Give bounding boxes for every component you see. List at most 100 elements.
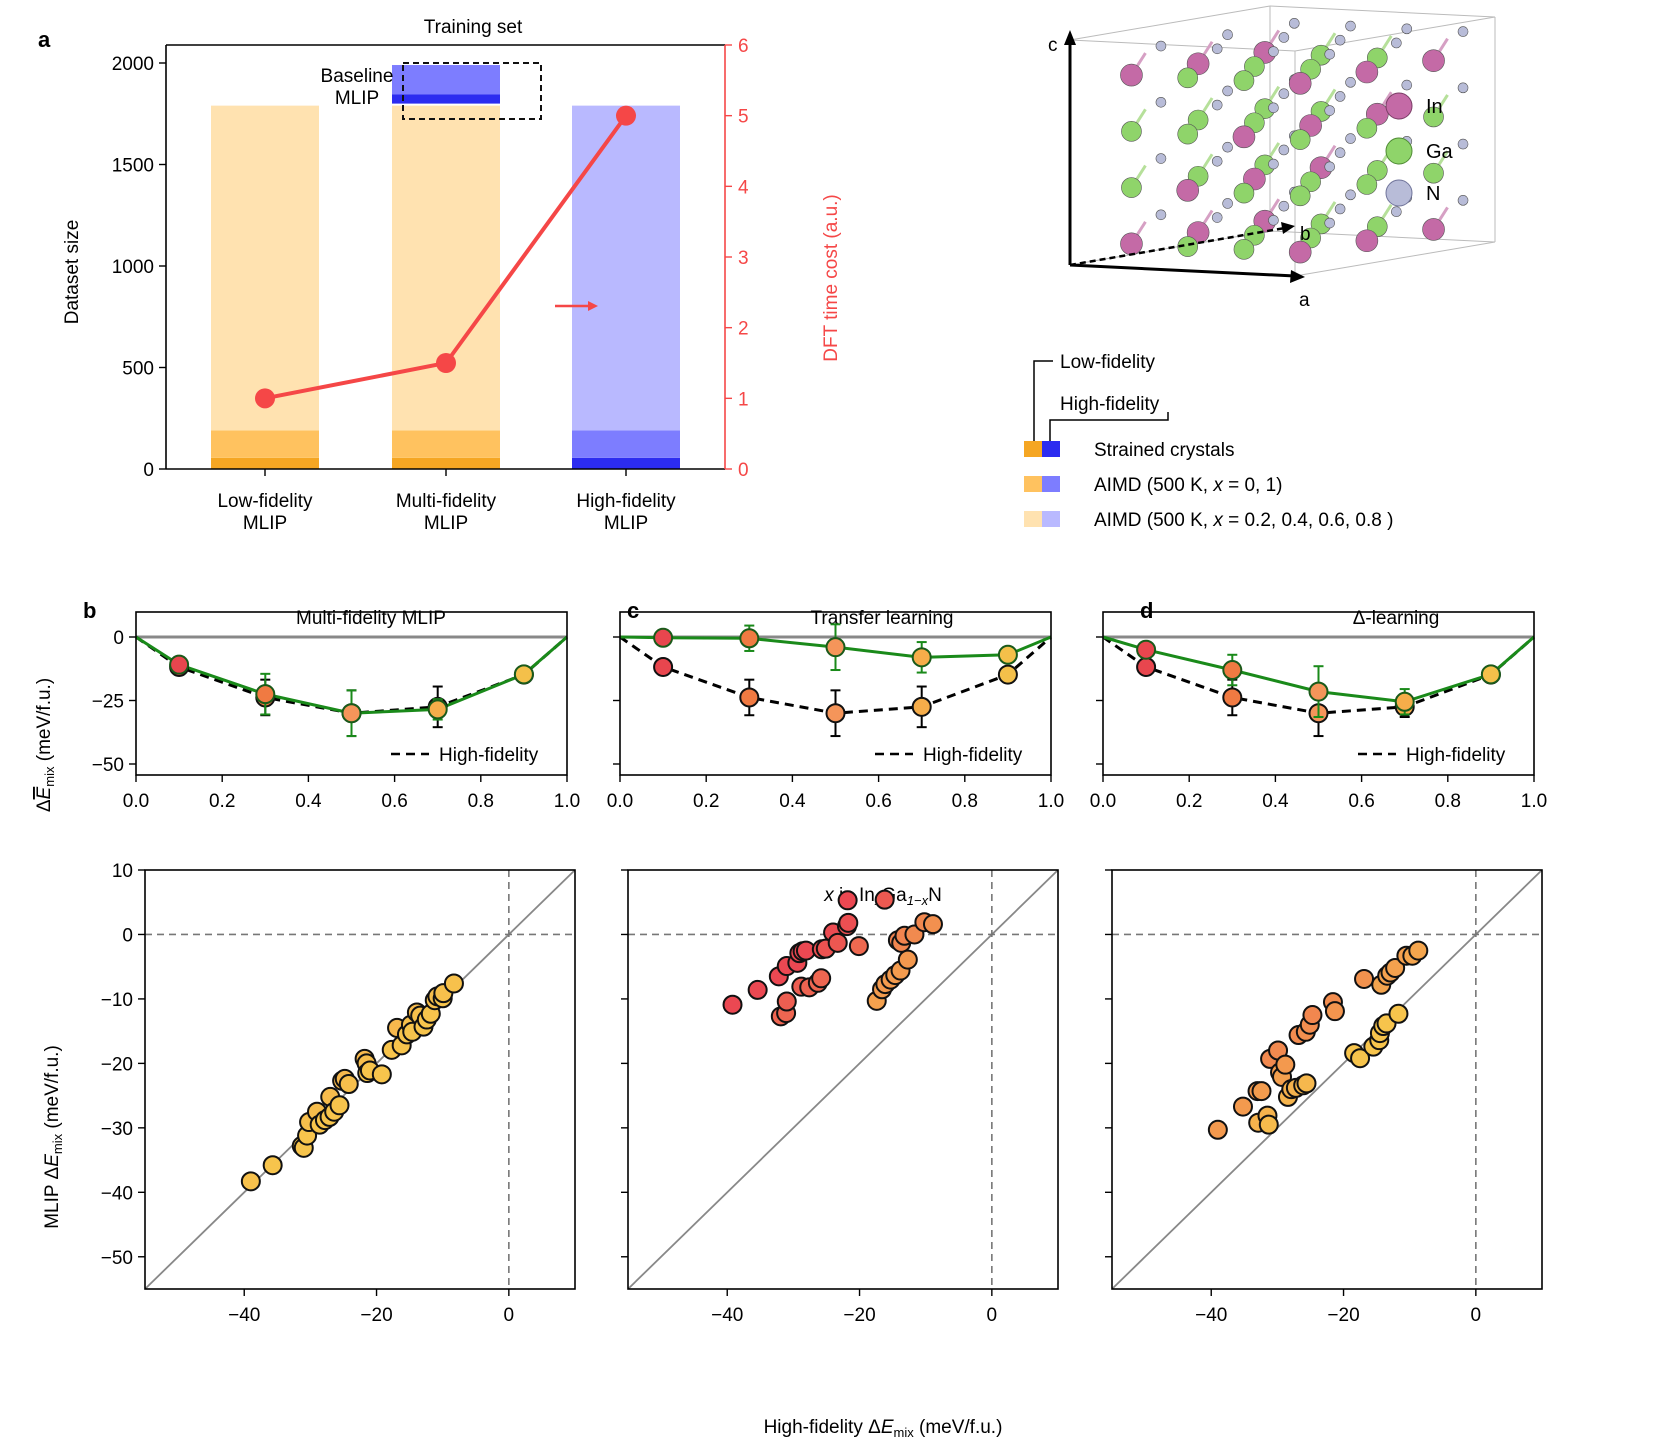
- parity-point-20: [1302, 1005, 1323, 1026]
- mlip-point-0: [1136, 639, 1157, 660]
- mix-chart-c: 0.0 0.2 0.4 0.6 0.8 1.0 High-fidelity: [607, 611, 1064, 812]
- parity-point-22: [1324, 1001, 1345, 1022]
- atom-Ga-91: [1233, 70, 1255, 91]
- legend-row-aimd-mid: AIMD (500 K, x = 0.2, 0.4, 0.6, 0.8 ): [1094, 510, 1393, 531]
- mlip-point-1: [255, 684, 276, 705]
- cell-edge-7: [1069, 5, 1271, 41]
- mlip-point-4: [997, 644, 1018, 665]
- atom-N-40: [1334, 203, 1346, 215]
- atom-Ga-87: [1177, 67, 1199, 89]
- ytick-right-label-1: 1: [738, 389, 749, 410]
- ytick-label-2000: 2000: [112, 54, 154, 75]
- category-label-1-0: Multi-fidelity: [396, 491, 497, 512]
- baseline-label-line2: MLIP: [335, 88, 379, 109]
- parity-point-25: [874, 889, 895, 910]
- atom-N-78: [1324, 105, 1336, 116]
- panel-a-ylabel-right: DFT time cost (a.u.): [821, 194, 842, 362]
- parity-xlabel: High-fidelity ΔEmix (meV/f.u.): [764, 1417, 1003, 1440]
- xtick-label-4: 0.8: [952, 791, 978, 812]
- panel-a-bars: Low-fidelityMLIPMulti-fidelityMLIPHigh-f…: [211, 65, 680, 534]
- atom-N-68: [1211, 212, 1223, 223]
- bar-segment-0-0: [211, 457, 319, 469]
- parity-diagonal: [627, 869, 1059, 1290]
- parity-point-36: [443, 973, 464, 994]
- atom-N-6: [1345, 77, 1356, 88]
- atom-N-39: [1278, 32, 1290, 43]
- atom-N-77: [1324, 161, 1336, 173]
- bar-segment-2-2: [572, 105, 680, 431]
- baseline-bar-strained: [392, 94, 500, 104]
- atom-Ga-86: [1177, 123, 1199, 145]
- atom-N-42: [1334, 91, 1346, 102]
- frame: [1111, 869, 1543, 1290]
- parity-chart-d: −40 −20 0: [1105, 869, 1543, 1326]
- legend-lowfid-bracket: [1033, 360, 1053, 441]
- parity-point-0: [240, 1171, 261, 1192]
- atom-N-73: [1268, 158, 1279, 170]
- parity-point-25: [1354, 968, 1375, 989]
- legend-row-strained: Strained crystals: [1094, 440, 1234, 461]
- parity-ylabel: MLIP ΔEmix (meV/f.u.): [42, 1045, 65, 1229]
- parity-point-18: [827, 932, 848, 953]
- hf-point-0: [1136, 656, 1157, 677]
- ytick-right-label-4: 4: [738, 177, 749, 198]
- atom-Ga-30: [1423, 106, 1444, 128]
- parity-point-34: [1385, 957, 1406, 978]
- atom-N-15: [1457, 26, 1469, 37]
- mlip-point-3: [1394, 691, 1415, 712]
- ytick-label-500: 500: [122, 359, 154, 380]
- xtick-label--20: −20: [360, 1305, 392, 1326]
- bar-segment-2-1: [572, 430, 680, 458]
- baseline-bar-aimd: [392, 65, 500, 95]
- cost-point-1: [436, 353, 456, 373]
- atom-N-5: [1345, 133, 1356, 144]
- parity-chart-b: −40 −20 0 10 0 −10 −20 −30 −40 −50: [101, 861, 576, 1326]
- ytick-right-label-3: 3: [738, 248, 749, 269]
- atom-Ga-89: [1233, 182, 1255, 204]
- xtick-label-3: 0.6: [1348, 791, 1374, 812]
- parity-point-0: [1207, 1119, 1228, 1140]
- atom-N-76: [1324, 217, 1336, 229]
- atom-In-92: [1288, 240, 1312, 264]
- ytick-label-1000: 1000: [112, 257, 154, 278]
- atom-N-75: [1268, 46, 1279, 57]
- mlip-point-2: [825, 637, 846, 658]
- parity-point-1: [1232, 1096, 1253, 1117]
- legend-low-fidelity: Low-fidelity: [1060, 352, 1156, 373]
- atom-N-74: [1268, 102, 1279, 114]
- mlip-point-3: [427, 699, 448, 720]
- xtick-label-0: 0.0: [607, 791, 633, 812]
- frame: [144, 869, 576, 1290]
- parity-point-1: [747, 979, 768, 1000]
- xtick-label-1: 0.2: [1176, 791, 1202, 812]
- axis-b-arrow: [1281, 222, 1295, 234]
- legend-hf-label: High-fidelity: [1406, 745, 1506, 766]
- axis-a-arrow: [1290, 270, 1305, 283]
- atom-N-7: [1345, 20, 1356, 32]
- legend-swatch-lf-strained: [1024, 441, 1042, 457]
- xtick-label-2: 0.4: [779, 791, 806, 812]
- xtick-label-0: 0.0: [123, 791, 149, 812]
- xtick-label--40: −40: [228, 1305, 260, 1326]
- xtick-label-0: 0: [1471, 1305, 1482, 1326]
- frame: [619, 611, 1052, 776]
- atom-N-11: [1401, 23, 1413, 35]
- xtick-label-2: 0.4: [295, 791, 322, 812]
- atom-N-37: [1278, 144, 1290, 156]
- hf-point-1: [1222, 687, 1243, 708]
- hf-point-3: [911, 696, 932, 717]
- atom-Ga-57: [1300, 171, 1321, 193]
- atom-N-65: [1155, 153, 1167, 164]
- ytick-label-10: 10: [112, 861, 133, 882]
- atom-Ga-82: [1121, 121, 1142, 142]
- hf-point-0: [653, 656, 674, 677]
- panel-a-ylabel: Dataset size: [62, 220, 83, 325]
- atom-Ga-94: [1289, 129, 1311, 150]
- axis-a-line: [1069, 263, 1296, 278]
- parity-point-4: [1251, 1081, 1272, 1102]
- legend-hf-label: High-fidelity: [923, 745, 1023, 766]
- dft-cost-series: [255, 105, 636, 409]
- category-label-0-0: Low-fidelity: [217, 491, 313, 512]
- parity-point-14: [811, 968, 832, 989]
- ytick-label--40: −40: [101, 1183, 133, 1204]
